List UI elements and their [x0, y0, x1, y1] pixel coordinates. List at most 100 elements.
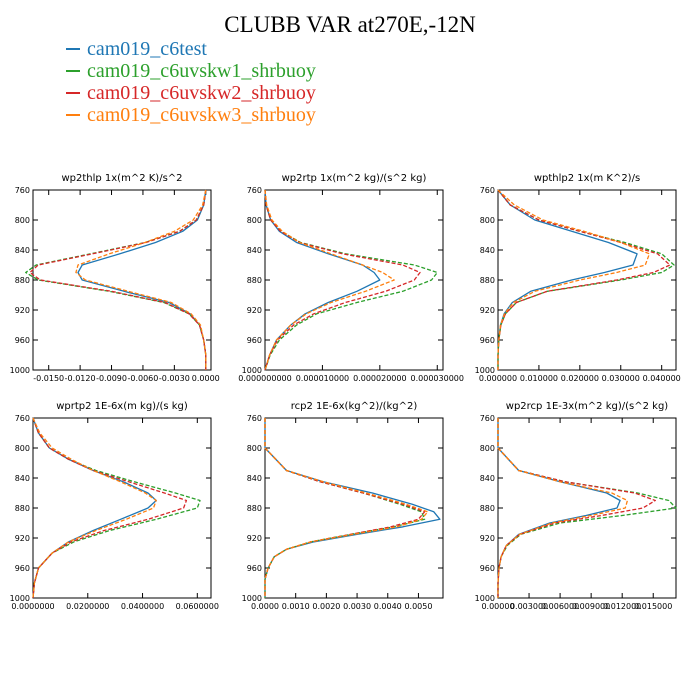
chart-title: CLUBB VAR at270E,-12N [224, 12, 476, 37]
series-line-2 [32, 417, 201, 599]
panel-title: wp2thlp 1x(m^2 K)/s^2 [61, 173, 182, 184]
y-tick-label: 840 [480, 474, 495, 483]
series-line-3 [264, 189, 421, 371]
series-line-4 [264, 418, 429, 598]
x-tick-label: 0.020000 [561, 374, 599, 383]
y-tick-label: 800 [480, 444, 495, 453]
y-tick-label: 760 [480, 186, 495, 195]
y-tick-label: 960 [247, 564, 262, 573]
panel-title: rcp2 1E-6x(kg^2)/(kg^2) [291, 401, 418, 412]
legend-swatch [66, 48, 80, 50]
x-tick-label: 0.009000 [572, 602, 610, 611]
x-tick-label: 0.006000 [541, 602, 579, 611]
x-tick-label: 0.0600000 [176, 602, 219, 611]
panel-title: wprtp2 1E-6x(m kg)/(s kg) [56, 401, 188, 412]
y-tick-label: 920 [480, 306, 495, 315]
series-line-2 [25, 189, 207, 370]
x-tick-label: 0.000000 [479, 374, 517, 383]
x-tick-label: 0.0030 [343, 602, 371, 611]
panel: wp2rcp 1E-3x(m^2 kg)/(s^2 kg) 760 800 840 88… [475, 401, 677, 611]
x-tick-label: 0.0000 [251, 602, 279, 611]
y-tick-label: 1000 [475, 594, 495, 603]
x-tick-label: -0.0120 [65, 374, 96, 383]
legend-swatch [66, 92, 80, 94]
series-line-2 [497, 189, 675, 370]
x-tick-label: 0.0000000 [11, 602, 54, 611]
y-tick-label: 1000 [10, 594, 30, 603]
series-line-2 [497, 418, 677, 598]
y-tick-label: 880 [480, 276, 495, 285]
y-tick-label: 880 [15, 276, 30, 285]
y-tick-label: 1000 [242, 594, 262, 603]
y-tick-label: 760 [247, 186, 262, 195]
panel: wp2rtp 1x(m^2 kg)/(s^2 kg) 760 800 840 880 92… [238, 173, 464, 383]
x-tick-label: 0.0200000 [66, 602, 109, 611]
y-tick-label: 1000 [10, 366, 30, 375]
series-line-3 [497, 189, 671, 370]
y-tick-label: 800 [247, 444, 262, 453]
y-tick-label: 800 [15, 444, 30, 453]
plot-frame [32, 189, 212, 371]
x-tick-label: 0.003000 [510, 602, 548, 611]
x-tick-label: -0.0060 [127, 374, 158, 383]
y-tick-label: 880 [480, 504, 495, 513]
y-tick-label: 800 [480, 216, 495, 225]
panel: wprtp2 1E-6x(m kg)/(s kg) 760 800 840 880 920… [10, 401, 219, 611]
panel-title: wp2rtp 1x(m^2 kg)/(s^2 kg) [282, 173, 427, 184]
x-tick-label: 0.0000 [192, 374, 220, 383]
series-line-4 [264, 189, 395, 371]
legend-entry: cam019_c6test [66, 38, 316, 60]
y-tick-label: 960 [15, 564, 30, 573]
legend-label: cam019_c6uvskw1_shrbuoy [87, 60, 316, 82]
x-tick-label: 0.015000 [634, 602, 672, 611]
series-line-1 [497, 418, 621, 598]
series-line-3 [497, 418, 656, 598]
x-tick-label: 0.000030000 [411, 374, 464, 383]
x-tick-label: 0.000010000 [296, 374, 349, 383]
x-tick-label: -0.0030 [159, 374, 190, 383]
series-line-3 [264, 418, 426, 598]
x-tick-label: 0.040000 [643, 374, 681, 383]
y-tick-label: 840 [247, 246, 262, 255]
x-tick-label: -0.0150 [33, 374, 64, 383]
y-tick-label: 960 [480, 336, 495, 345]
legend: cam019_c6test cam019_c6uvskw1_shrbuoy ca… [66, 38, 316, 126]
y-tick-label: 760 [247, 414, 262, 423]
y-tick-label: 920 [15, 534, 30, 543]
y-tick-label: 1000 [475, 366, 495, 375]
x-tick-label: -0.0090 [96, 374, 127, 383]
legend-entry: cam019_c6uvskw2_shrbuoy [66, 82, 316, 104]
series-line-2 [264, 418, 426, 598]
y-tick-label: 840 [15, 474, 30, 483]
x-tick-label: 0.000000000 [238, 374, 291, 383]
x-tick-label: 0.0400000 [121, 602, 164, 611]
legend-entry: cam019_c6uvskw1_shrbuoy [66, 60, 316, 82]
x-tick-label: 0.0020 [312, 602, 340, 611]
y-tick-label: 840 [480, 246, 495, 255]
panel: rcp2 1E-6x(kg^2)/(kg^2) 760 800 840 880 920 96… [242, 401, 444, 611]
panel-title: wp2rcp 1E-3x(m^2 kg)/(s^2 kg) [506, 401, 669, 412]
x-tick-label: 0.0040 [374, 602, 402, 611]
legend-label: cam019_c6test [87, 38, 207, 60]
series-line-4 [75, 189, 207, 370]
series-line-1 [77, 189, 207, 370]
y-tick-label: 840 [15, 246, 30, 255]
y-tick-label: 880 [15, 504, 30, 513]
y-tick-label: 760 [15, 414, 30, 423]
y-tick-label: 920 [15, 306, 30, 315]
plot-frame [497, 189, 677, 371]
series-line-2 [264, 189, 438, 371]
legend-label: cam019_c6uvskw2_shrbuoy [87, 82, 316, 104]
x-tick-label: 0.0010 [282, 602, 310, 611]
y-tick-label: 880 [247, 504, 262, 513]
y-tick-label: 920 [247, 306, 262, 315]
legend-swatch [66, 114, 80, 116]
x-tick-label: 0.000020000 [353, 374, 406, 383]
series-line-4 [497, 189, 651, 370]
y-tick-label: 840 [247, 474, 262, 483]
series-line-4 [497, 418, 629, 598]
y-tick-label: 920 [247, 534, 262, 543]
legend-label: cam019_c6uvskw3_shrbuoy [87, 104, 316, 126]
legend-entry: cam019_c6uvskw3_shrbuoy [66, 104, 316, 126]
series-line-4 [32, 417, 157, 599]
